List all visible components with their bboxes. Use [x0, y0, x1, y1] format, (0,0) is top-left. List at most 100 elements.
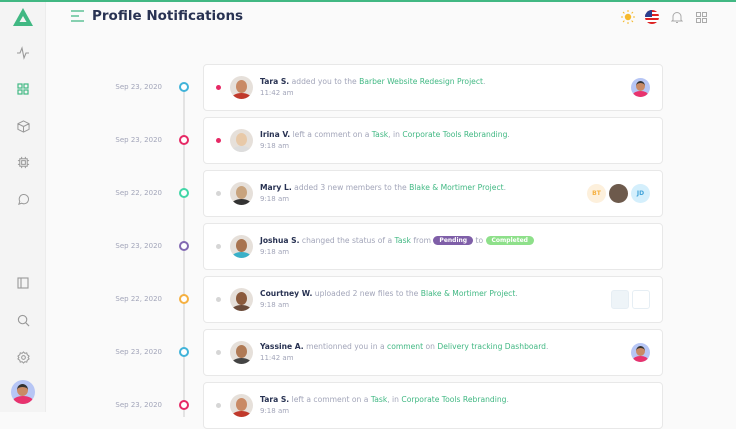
notification-text: .: [506, 395, 509, 404]
notification-link[interactable]: comment: [387, 342, 424, 351]
timeline-dot: [179, 135, 189, 145]
apps-grid-icon[interactable]: [694, 10, 708, 24]
notification-link[interactable]: Corporate Tools Rebranding: [402, 130, 508, 139]
user-avatar[interactable]: [11, 380, 35, 404]
user-avatar[interactable]: [230, 394, 253, 417]
notification-text: added you to the: [291, 77, 360, 86]
read-indicator: [216, 403, 221, 408]
user-name[interactable]: Tara S.: [260, 395, 290, 404]
notification-time: 9:18 am: [260, 195, 290, 203]
notification-link[interactable]: Blake & Mortimer Project: [420, 289, 516, 298]
sun-icon[interactable]: [621, 10, 635, 24]
read-indicator: [216, 297, 221, 302]
notification-link[interactable]: Task: [371, 130, 389, 139]
timeline-dot: [179, 400, 189, 410]
user-avatar[interactable]: [230, 129, 253, 152]
notification-link[interactable]: Task: [394, 236, 411, 245]
notification-text: .: [546, 342, 549, 351]
user-name[interactable]: Yassine A.: [260, 342, 304, 351]
box-icon[interactable]: [14, 117, 32, 135]
notification-text: uploaded 2 new files to the: [314, 289, 421, 298]
notification-card[interactable]: Joshua S. changed the status of a Task f…: [203, 223, 663, 270]
notification-time: 9:18 am: [260, 407, 290, 415]
notification-text: from: [410, 236, 434, 245]
notification-date: Sep 22, 2020: [115, 189, 162, 197]
timeline-dot: [179, 294, 189, 304]
notification-date: Sep 23, 2020: [115, 136, 162, 144]
read-indicator: [216, 191, 221, 196]
logo-icon[interactable]: [13, 8, 33, 26]
user-name[interactable]: Mary L.: [260, 183, 292, 192]
notification-text: .: [503, 183, 507, 192]
member-avatar[interactable]: JD: [631, 184, 650, 203]
timeline-dot: [179, 188, 189, 198]
grid-icon[interactable]: [14, 80, 32, 98]
notification-time: 11:42 am: [260, 354, 294, 362]
notification-text: added 3 new members to the: [294, 183, 410, 192]
notification-link[interactable]: Corporate Tools Rebranding: [401, 395, 507, 404]
notification-card[interactable]: Yassine A. mentionned you in a comment o…: [203, 329, 663, 376]
read-indicator: [216, 350, 221, 355]
sidebar-panel-icon[interactable]: [14, 274, 32, 292]
file-thumbnail[interactable]: [632, 290, 650, 309]
notification-time: 9:18 am: [260, 248, 290, 256]
bell-icon[interactable]: [670, 10, 684, 24]
user-name[interactable]: Irina V.: [260, 130, 291, 139]
user-avatar[interactable]: [230, 182, 253, 205]
notification-card[interactable]: Irina V. left a comment on a Task, in Co…: [203, 117, 663, 164]
notification-text: to: [473, 236, 486, 245]
file-thumbnail[interactable]: [611, 290, 629, 309]
user-name[interactable]: Courtney W.: [260, 289, 313, 298]
member-avatar[interactable]: [609, 184, 628, 203]
search-icon[interactable]: [14, 311, 32, 329]
us-flag-icon[interactable]: [645, 10, 659, 24]
notification-link[interactable]: Barber Website Redesign Project: [359, 77, 484, 86]
notification-link[interactable]: Delivery tracking Dashboard: [437, 342, 547, 351]
notification-text: .: [483, 77, 486, 86]
notification-text: , in: [387, 395, 402, 404]
notification-card[interactable]: Tara S. left a comment on a Task, in Cor…: [203, 382, 663, 429]
settings-icon[interactable]: [14, 348, 32, 366]
unread-indicator: [216, 138, 221, 143]
notification-card[interactable]: Tara S. added you to the Barber Website …: [203, 64, 663, 111]
notification-text: changed the status of a: [301, 236, 395, 245]
status-badge-completed: Completed: [485, 236, 534, 245]
user-avatar[interactable]: [230, 235, 253, 258]
notification-time: 9:18 am: [260, 301, 290, 309]
notification-date: Sep 23, 2020: [115, 348, 162, 356]
notification-date: Sep 23, 2020: [115, 83, 162, 91]
timeline-dot: [179, 241, 189, 251]
notification-date: Sep 22, 2020: [115, 295, 162, 303]
notification-card[interactable]: Mary L. added 3 new members to the Blake…: [203, 170, 663, 217]
timeline-line: [183, 87, 185, 417]
notification-text: left a comment on a: [291, 395, 371, 404]
page-title: Profile Notifications: [92, 8, 244, 24]
cpu-icon[interactable]: [14, 153, 32, 171]
user-avatar[interactable]: [230, 288, 253, 311]
timeline-dot: [179, 82, 189, 92]
notification-date: Sep 23, 2020: [115, 242, 162, 250]
notification-text: on: [423, 342, 438, 351]
recipient-avatar[interactable]: [631, 343, 650, 362]
notification-date: Sep 23, 2020: [115, 401, 162, 409]
status-badge-pending: Pending: [433, 236, 474, 245]
user-name[interactable]: Joshua S.: [260, 236, 300, 245]
notification-link[interactable]: Task: [370, 395, 388, 404]
unread-indicator: [216, 85, 221, 90]
notification-card[interactable]: Courtney W. uploaded 2 new files to the …: [203, 276, 663, 323]
notification-link[interactable]: Blake & Mortimer Project: [409, 183, 504, 192]
user-name[interactable]: Tara S.: [260, 77, 290, 86]
member-avatar[interactable]: BT: [587, 184, 606, 203]
notification-text: .: [515, 289, 518, 298]
message-icon[interactable]: [14, 190, 32, 208]
sidebar: [0, 2, 46, 412]
read-indicator: [216, 244, 221, 249]
notification-text: , in: [388, 130, 403, 139]
user-avatar[interactable]: [230, 341, 253, 364]
notification-text: mentionned you in a: [306, 342, 388, 351]
top-accent-bar: [0, 0, 736, 2]
menu-icon[interactable]: [71, 10, 84, 22]
activity-icon[interactable]: [14, 44, 32, 62]
user-avatar[interactable]: [230, 76, 253, 99]
recipient-avatar[interactable]: [631, 78, 650, 97]
